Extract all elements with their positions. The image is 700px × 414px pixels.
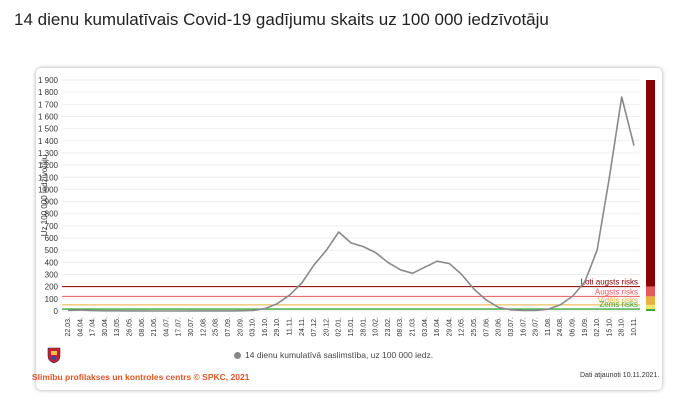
x-tick-label: 03.04.: [422, 317, 429, 337]
y-tick-label: 800: [45, 210, 59, 219]
risk-level-label: Augsts risks: [595, 287, 638, 296]
risk-level-label: Ļoti augsts risks: [581, 278, 638, 287]
x-tick-label: 28.10.: [619, 317, 626, 337]
y-tick-label: 0: [54, 307, 59, 316]
y-tick-label: 200: [45, 283, 59, 292]
x-tick-label: 21.03.: [410, 317, 417, 337]
x-tick-label: 19.09.: [582, 317, 589, 337]
y-tick-label: 300: [45, 271, 59, 280]
legend-label: 14 dienu kumulatīvā saslimstība, uz 100 …: [245, 350, 434, 360]
y-tick-label: 1 500: [38, 125, 59, 134]
y-tick-label: 400: [45, 258, 59, 267]
x-tick-label: 07.09.: [225, 317, 232, 337]
x-tick-label: 30.07.: [188, 317, 195, 337]
risk-band: [646, 304, 655, 310]
legend-dot-icon: [234, 352, 241, 360]
x-tick-label: 22.03.: [65, 317, 72, 337]
x-tick-label: 20.09.: [237, 317, 244, 337]
x-tick-label: 23.02.: [385, 317, 392, 337]
x-tick-label: 11.08.: [545, 317, 552, 336]
y-tick-label: 1 600: [38, 112, 59, 121]
y-tick-label: 1 000: [38, 185, 59, 194]
x-tick-label: 30.04.: [102, 317, 109, 337]
y-tick-label: 1 100: [38, 173, 59, 182]
risk-band: [646, 296, 655, 305]
x-tick-label: 15.10.: [606, 317, 613, 337]
risk-band: [646, 309, 655, 311]
x-tick-label: 03.07.: [508, 317, 515, 337]
x-tick-label: 04.07.: [163, 317, 170, 337]
y-tick-label: 1 900: [38, 76, 59, 85]
y-tick-label: 700: [45, 222, 59, 231]
x-tick-label: 24.08.: [557, 317, 564, 337]
x-tick-label: 17.07.: [176, 317, 183, 337]
x-tick-label: 06.09.: [569, 317, 576, 337]
x-tick-label: 26.05.: [127, 317, 134, 337]
y-tick-label: 1 400: [38, 137, 59, 146]
x-tick-label: 02.01.: [336, 317, 343, 337]
y-tick-label: 100: [45, 295, 59, 304]
x-tick-label: 08.03.: [397, 317, 404, 337]
x-tick-label: 11.11.: [286, 317, 293, 335]
x-tick-label: 16.07.: [520, 317, 527, 337]
x-tick-label: 15.01.: [348, 317, 355, 337]
x-tick-label: 17.04.: [90, 317, 97, 337]
risk-level-label: Vidējs risks: [598, 296, 638, 305]
y-tick-label: 1 200: [38, 161, 59, 170]
y-tick-label: 600: [45, 234, 59, 243]
page-title: 14 dienu kumulatīvais Covid-19 gadījumu …: [14, 10, 549, 29]
risk-band: [646, 286, 655, 297]
covid-chart: 0 100 200 300 400 500 600 700 800 900 1 000 1 100 1 …: [38, 76, 655, 337]
y-tick-label: 900: [45, 198, 59, 207]
risk-level-label: Zems risks: [599, 300, 638, 309]
series-line: [67, 96, 635, 312]
x-tick-label: 07.12.: [311, 317, 318, 337]
risk-band: [646, 80, 655, 287]
y-axis-label: Uz 100 000 iedzīvotāju: [40, 155, 49, 236]
x-tick-label: 20.12.: [323, 317, 330, 337]
x-tick-label: 10.11.: [631, 317, 638, 336]
latvia-coat-of-arms-icon: [47, 347, 61, 364]
x-tick-label: 29.04.: [446, 317, 453, 337]
x-tick-label: 12.05.: [459, 317, 466, 337]
x-tick-label: 08.06.: [139, 317, 146, 337]
x-tick-label: 13.05.: [114, 317, 121, 337]
x-tick-label: 04.04.: [77, 317, 84, 337]
x-tick-label: 25.05.: [471, 317, 478, 337]
x-tick-label: 07.06.: [483, 317, 490, 337]
x-tick-label: 24.11.: [299, 317, 306, 336]
x-tick-label: 16.10.: [262, 317, 269, 337]
y-tick-label: 1 800: [38, 88, 59, 97]
x-tick-label: 03.10.: [250, 317, 257, 337]
x-tick-label: 10.02.: [373, 317, 380, 337]
x-tick-label: 02.10.: [594, 317, 601, 337]
y-tick-label: 1 700: [38, 100, 59, 109]
x-tick-label: 28.01.: [360, 317, 367, 337]
x-tick-label: 25.08.: [213, 317, 220, 337]
chart-legend: 14 dienu kumulatīvā saslimstība, uz 100 …: [234, 350, 433, 360]
y-tick-label: 500: [45, 246, 59, 255]
x-tick-label: 12.08.: [200, 317, 207, 337]
footer-source: Slimību profilakses un kontroles centrs …: [32, 372, 250, 382]
x-tick-label: 29.07.: [533, 317, 540, 337]
x-tick-label: 29.10.: [274, 317, 281, 337]
y-tick-label: 1 300: [38, 149, 59, 158]
x-tick-label: 21.06.: [151, 317, 158, 337]
x-tick-label: 20.06.: [496, 317, 503, 337]
footer-updated: Dati atjaunoti 10.11.2021.: [580, 372, 660, 379]
chart-card: 0 100 200 300 400 500 600 700 800 900 1 000 1 100 1 …: [36, 68, 662, 390]
x-tick-label: 16.04.: [434, 317, 441, 337]
